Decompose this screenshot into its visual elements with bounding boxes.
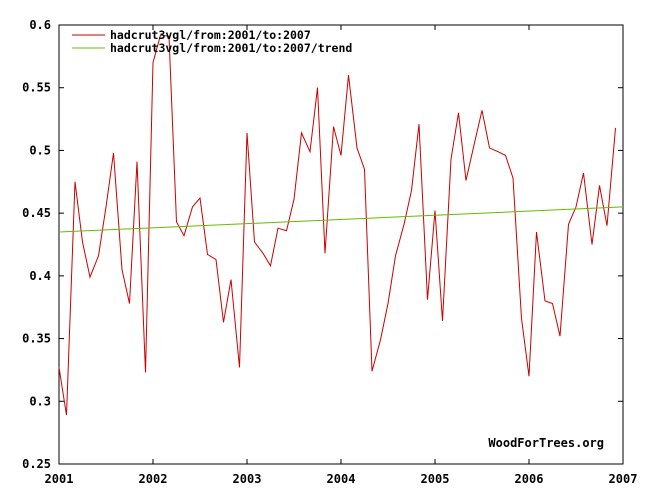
- x-tick-label: 2006: [515, 472, 544, 486]
- legend: hadcrut3vgl/from:2001/to:2007 hadcrut3vg…: [72, 28, 352, 55]
- x-tick-label: 2003: [233, 472, 262, 486]
- x-tick-label: 2002: [139, 472, 168, 486]
- y-tick-label: 0.35: [22, 332, 51, 346]
- series-line-trend: [58, 206, 624, 233]
- y-tick-label: 0.25: [22, 457, 51, 471]
- series-line-temperature: [58, 34, 616, 416]
- x-tick-label: 2007: [609, 472, 638, 486]
- x-tick-label: 2004: [327, 472, 356, 486]
- y-tick-label: 0.45: [22, 206, 51, 220]
- watermark-credit: WoodForTrees.org: [488, 436, 604, 450]
- x-tick-label: 2001: [45, 472, 74, 486]
- series-layer: [58, 34, 624, 416]
- legend-label-series-2: hadcrut3vgl/from:2001/to:2007/trend: [110, 41, 352, 55]
- y-tick-label: 0.55: [22, 81, 51, 95]
- x-tick-label: 2005: [421, 472, 450, 486]
- plot-area-frame: [58, 24, 624, 465]
- y-tick-label: 0.5: [29, 143, 51, 157]
- y-tick-label: 0.6: [29, 18, 51, 32]
- x-axis: 2001 2002 2003 2004 2005 2006 2007: [45, 25, 638, 486]
- y-tick-label: 0.4: [29, 269, 51, 283]
- legend-label-series-1: hadcrut3vgl/from:2001/to:2007: [110, 28, 311, 42]
- y-axis: 0.25 0.3 0.35 0.4 0.45 0.5 0.55 0.6: [22, 18, 623, 471]
- y-tick-label: 0.3: [29, 394, 51, 408]
